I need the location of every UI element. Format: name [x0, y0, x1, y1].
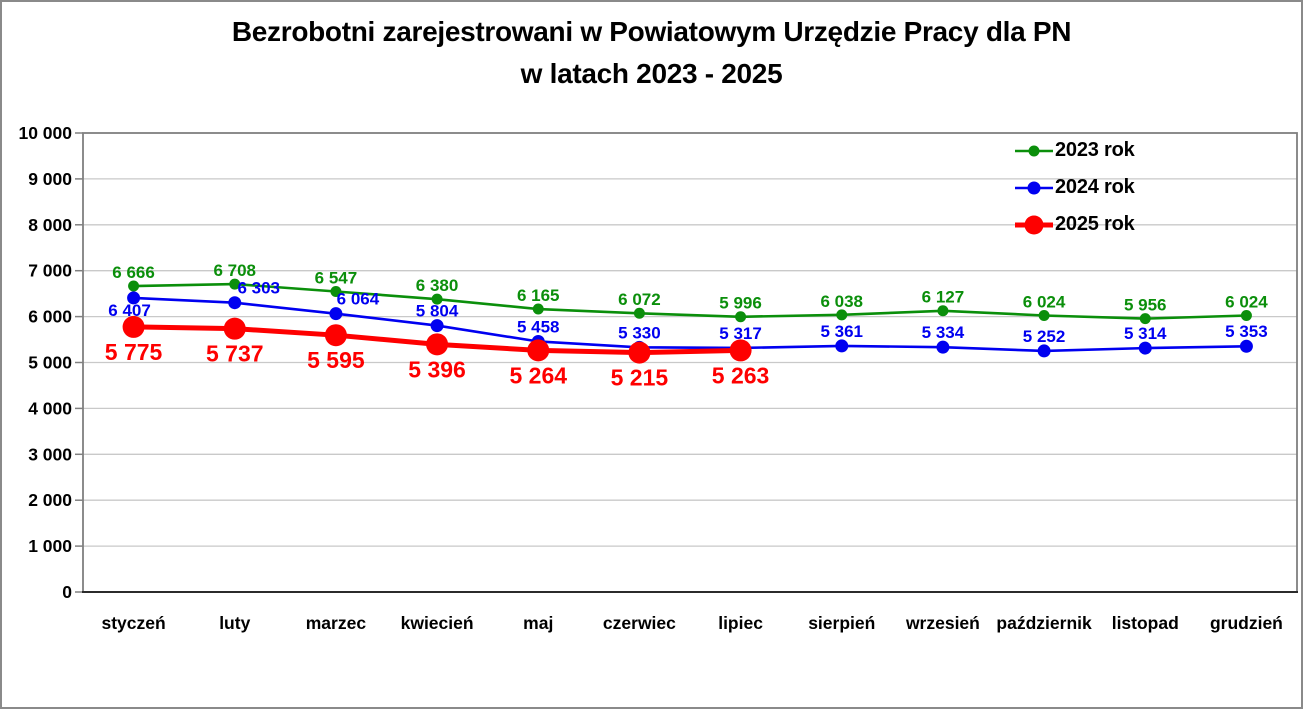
data-point — [532, 303, 544, 315]
data-point-label: 6 127 — [922, 288, 965, 307]
data-point-label: 5 996 — [719, 294, 762, 313]
data-point — [430, 319, 444, 333]
data-point-label: 5 361 — [820, 322, 863, 341]
data-point — [1037, 344, 1051, 358]
x-axis-label: maj — [523, 613, 553, 633]
data-point — [1239, 339, 1253, 353]
data-point — [426, 333, 449, 356]
data-point-label: 5 252 — [1023, 327, 1066, 346]
data-point-label: 5 215 — [611, 365, 669, 391]
legend-item-2024: 2024 rok — [1014, 169, 1135, 206]
data-point-label: 5 804 — [416, 302, 459, 321]
data-point-label: 6 407 — [108, 301, 151, 320]
legend-marker-2025-icon — [1015, 215, 1053, 234]
data-point — [229, 278, 241, 290]
x-axis-label: grudzień — [1210, 613, 1283, 633]
data-point — [431, 293, 443, 305]
data-point-label: 5 595 — [307, 347, 365, 373]
data-point-label: 6 303 — [237, 279, 280, 298]
data-point-label: 6 038 — [820, 292, 863, 311]
data-point-label: 6 380 — [416, 276, 459, 295]
x-axis-label: marzec — [306, 613, 367, 633]
legend-item-2025: 2025 rok — [1014, 206, 1135, 243]
y-tick-label: 7 000 — [28, 261, 72, 281]
data-point-label: 5 330 — [618, 323, 661, 342]
y-tick-label: 10 000 — [18, 123, 72, 143]
data-point-label: 5 396 — [408, 356, 466, 382]
chart-legend: 2023 rok 2024 rok 2025 rok — [1014, 132, 1135, 243]
x-axis-label: październik — [996, 613, 1092, 633]
data-point — [1240, 309, 1252, 321]
data-point — [223, 317, 246, 340]
legend-marker-2023-icon — [1015, 145, 1053, 156]
x-axis-label: luty — [219, 613, 250, 633]
x-axis-label: kwiecień — [401, 613, 474, 633]
data-point — [127, 291, 141, 305]
data-point — [835, 339, 849, 353]
y-tick-label: 1 000 — [28, 536, 72, 556]
data-point — [1138, 341, 1152, 355]
data-point — [122, 315, 145, 338]
data-point — [735, 311, 747, 323]
data-point-label: 5 956 — [1124, 296, 1167, 315]
data-point — [1139, 313, 1151, 325]
data-point-label: 6 072 — [618, 290, 661, 309]
legend-label-2025: 2025 rok — [1055, 213, 1135, 235]
data-point-label: 5 263 — [712, 362, 770, 388]
y-tick-label: 9 000 — [28, 169, 72, 189]
data-point-label: 6 666 — [112, 263, 155, 282]
data-point — [330, 285, 342, 297]
data-point — [1038, 309, 1050, 321]
y-tick-label: 4 000 — [28, 398, 72, 418]
data-point-label: 6 708 — [213, 261, 256, 280]
data-point-label: 5 317 — [719, 324, 762, 343]
y-tick-label: 0 — [62, 582, 72, 602]
data-point — [936, 340, 950, 354]
data-point-label: 5 353 — [1225, 322, 1268, 341]
data-point — [228, 296, 242, 310]
data-point-label: 5 264 — [509, 362, 567, 388]
legend-marker-2024-icon — [1015, 181, 1053, 194]
y-tick-label: 3 000 — [28, 444, 72, 464]
chart-title-line2: w latach 2023 - 2025 — [520, 58, 783, 89]
x-axis-label: styczeń — [101, 613, 165, 633]
x-axis-label: listopad — [1112, 613, 1179, 633]
legend-label-2023: 2023 rok — [1055, 139, 1135, 161]
data-point-label: 5 334 — [922, 323, 965, 342]
data-point-label: 6 547 — [315, 268, 358, 287]
legend-item-2023: 2023 rok — [1014, 132, 1135, 169]
series-line-2023-rok — [133, 282, 1247, 320]
data-point — [324, 324, 347, 347]
chart-title-line1: Bezrobotni zarejestrowani w Powiatowym U… — [231, 16, 1072, 47]
x-axis-label: wrzesień — [905, 613, 980, 633]
y-tick-label: 5 000 — [28, 353, 72, 373]
data-point — [329, 307, 343, 321]
data-point — [729, 339, 752, 362]
data-point-label: 5 314 — [1124, 324, 1167, 343]
data-point-label: 5 775 — [105, 339, 163, 365]
data-point-label: 5 458 — [517, 317, 560, 336]
y-tick-label: 2 000 — [28, 490, 72, 510]
y-tick-label: 8 000 — [28, 215, 72, 235]
data-point — [937, 305, 949, 317]
legend-label-2024: 2024 rok — [1055, 176, 1135, 198]
data-point — [836, 309, 848, 321]
data-point-label: 6 165 — [517, 286, 560, 305]
data-point — [128, 280, 140, 292]
x-axis-label: czerwiec — [603, 613, 676, 633]
data-point-label: 5 737 — [206, 341, 264, 367]
data-point-label: 6 064 — [337, 290, 380, 309]
chart-title: Bezrobotni zarejestrowani w Powiatowym U… — [2, 11, 1301, 95]
x-axis-label: sierpień — [808, 613, 875, 633]
data-point — [527, 339, 550, 362]
y-tick-label: 6 000 — [28, 307, 72, 327]
data-point — [628, 341, 651, 364]
x-axis-label: lipiec — [718, 613, 763, 633]
data-point — [633, 307, 645, 319]
data-point-label: 6 024 — [1225, 292, 1268, 311]
series-line-2024-rok — [133, 296, 1247, 353]
data-point-label: 6 024 — [1023, 292, 1066, 311]
